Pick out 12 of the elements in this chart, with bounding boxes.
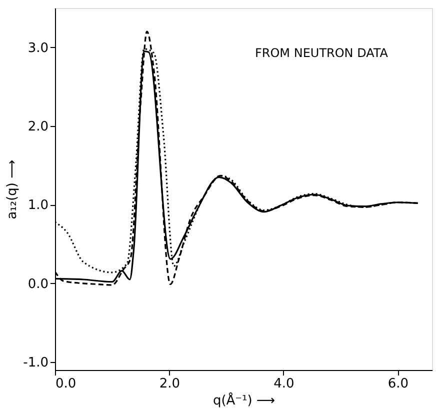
y-axis-title: a₁₂(q) ⟶ [5, 160, 20, 220]
x-tick-label: 2.0 [159, 376, 180, 392]
y-tick-label: 0.0 [28, 276, 48, 292]
x-tick-label: 0.0 [56, 376, 76, 392]
x-axis-title: q(Å⁻¹) ⟶ [212, 392, 276, 408]
y-tick-label: 2.0 [28, 120, 48, 135]
y-tick-label: 3.0 [28, 40, 48, 56]
x-tick-label: 6.0 [388, 376, 409, 392]
x-tick-label: 4.0 [274, 376, 294, 392]
annotation: FROM NEUTRON DATA [255, 46, 389, 60]
y-tick-label: 1.0 [28, 198, 48, 214]
y-tick-label: -1.0 [23, 356, 48, 371]
